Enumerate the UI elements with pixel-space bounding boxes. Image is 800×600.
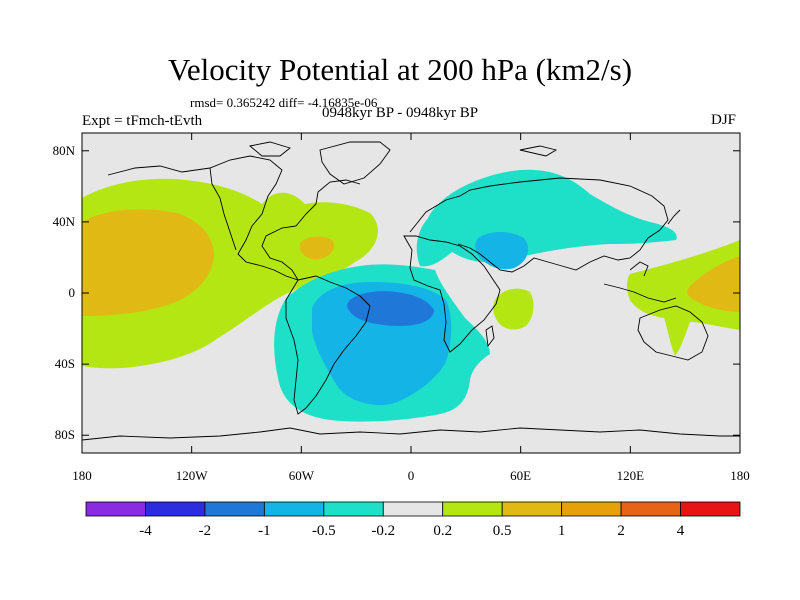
colorbar-label: -4 (139, 523, 152, 539)
lightblue-region-middle-east (475, 232, 529, 270)
colorbar-swatch (620, 501, 681, 517)
map-title: Velocity Potential at 200 hPa (km2/s) (167, 52, 633, 87)
lon-tick-label: 0 (407, 468, 415, 483)
stats-text: rmsd= 0.365242 diff= -4.16835e-06 (190, 95, 378, 110)
colorbar-label: 4 (676, 523, 685, 539)
colorbar-label: 0.5 (492, 523, 512, 539)
lon-tick-label: 180 (730, 468, 750, 483)
lon-tick-label: 120E (616, 468, 645, 483)
colorbar-swatch (204, 501, 265, 517)
colorbar-swatch (263, 501, 325, 517)
colorbar-swatch (323, 501, 384, 517)
lat-tick-label: 80N (52, 142, 75, 158)
colorbar-label: -0.2 (371, 523, 396, 539)
green-region-west-pacific (627, 240, 740, 356)
colorbar-swatch (382, 501, 444, 517)
colorbar-swatch (680, 501, 741, 517)
colorbar-swatch (85, 501, 146, 517)
axis-ticks (81, 133, 741, 453)
colorbar-label: -2 (198, 523, 212, 539)
orange-region-atlantic (299, 236, 335, 260)
colorbar-swatch (501, 501, 563, 517)
period-label: 0948kyr BP - 0948kyr BP (322, 105, 479, 121)
lat-tick-label: 40N (52, 213, 75, 229)
lon-tick-label: 60W (288, 468, 314, 483)
orange-region-west-pacific (687, 256, 740, 312)
colorbar-label: 1 (557, 523, 566, 539)
colorbar-label: 2 (617, 523, 625, 539)
lat-tick-label: 40S (54, 356, 75, 372)
lat-tick-label: 80S (54, 427, 75, 443)
colorbar-label: -0.5 (311, 523, 336, 539)
lon-tick-label: 60E (510, 468, 532, 483)
lat-tick-label: 0 (68, 285, 76, 300)
colorbar-label: 0.2 (433, 523, 453, 539)
colorbar-swatch (561, 501, 622, 517)
colorbar (85, 501, 741, 517)
experiment-label: Expt = tFmch-tEvth (82, 113, 203, 129)
colorbar-swatch (442, 501, 503, 517)
orange-region-pacific (82, 209, 214, 316)
lon-tick-label: 180 (72, 468, 92, 483)
coastlines (82, 141, 740, 441)
lon-tick-label: 120W (175, 468, 208, 483)
green-region-indian-ocean (493, 288, 534, 330)
contour-fields (82, 141, 740, 441)
colorbar-label: -1 (258, 523, 271, 539)
blue-core-region (347, 291, 434, 326)
colorbar-swatch (145, 501, 206, 517)
season-label: DJF (711, 112, 737, 128)
